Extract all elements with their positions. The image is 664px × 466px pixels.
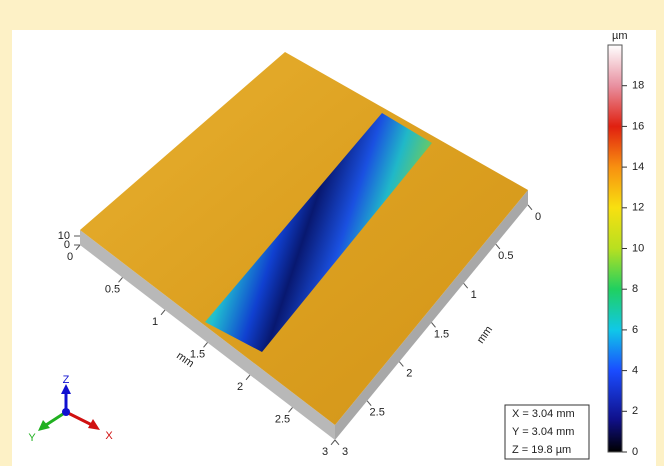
axis-tick (330, 439, 336, 446)
axis-tick-label: 0 (535, 211, 541, 223)
axis-tick-label: 1 (471, 289, 477, 301)
plate-side (335, 190, 528, 440)
colorbar (607, 44, 623, 453)
colorbar-tick-label: 10 (632, 242, 644, 254)
axis-tick-label: 0 (64, 239, 70, 251)
axis-tick-label: 3 (342, 446, 348, 458)
colorbar-unit: µm (612, 30, 628, 42)
axis-tick (75, 244, 81, 251)
colorbar-tick-label: 12 (632, 202, 644, 214)
colorbar-tick-label: 4 (632, 365, 638, 377)
axis-tick (334, 439, 340, 446)
axis-tick (203, 342, 208, 348)
axis-tick-label: 2 (237, 381, 243, 393)
axis-tick (431, 322, 436, 328)
axis-triad (38, 384, 100, 431)
axis-tick-label: 1 (152, 316, 158, 328)
axis-tick-label: 2.5 (370, 407, 385, 419)
axis-tick (463, 283, 469, 289)
triad-y: Y (28, 432, 36, 444)
axis-tick-label: 1.5 (434, 328, 449, 340)
colorbar-tick-label: 18 (632, 80, 644, 92)
triad-x: X (105, 430, 113, 442)
colorbar-tick-label: 8 (632, 283, 638, 295)
info-y: Y = 3.04 mm (512, 426, 574, 438)
axis-tick-label: 10 (58, 230, 70, 242)
plate-side (80, 230, 335, 440)
axis-tick (160, 309, 166, 316)
colorbar-tick-label: 6 (632, 324, 638, 336)
axis-tick (118, 277, 123, 283)
colorbar-tick-label: 14 (632, 161, 644, 173)
info-x: X = 3.04 mm (512, 408, 575, 420)
colorbar-tick-label: 2 (632, 405, 638, 417)
axis-tick-label: 0.5 (105, 283, 120, 295)
info-z: Z = 19.8 µm (512, 444, 571, 456)
axis-tick-label: 0.5 (498, 250, 513, 262)
axis-tick (366, 400, 372, 406)
axis-tick (245, 374, 251, 381)
axis-tick-label: 0 (67, 251, 73, 263)
axis-tick-label: 1.5 (190, 348, 205, 360)
axis-tick (288, 407, 293, 413)
axis-tick-label: 2 (406, 368, 412, 380)
axis-tick (527, 204, 533, 211)
triad-z: Z (63, 374, 70, 386)
colorbar-tick-label: 0 (632, 446, 638, 458)
colorbar-tick-label: 16 (632, 120, 644, 132)
trench (205, 113, 432, 352)
info-box (504, 404, 590, 460)
axis-tick (398, 361, 404, 367)
axis-tick-label: 2.5 (275, 413, 290, 425)
axis-tick (495, 243, 501, 250)
axis-tick-label: 3 (322, 446, 328, 458)
